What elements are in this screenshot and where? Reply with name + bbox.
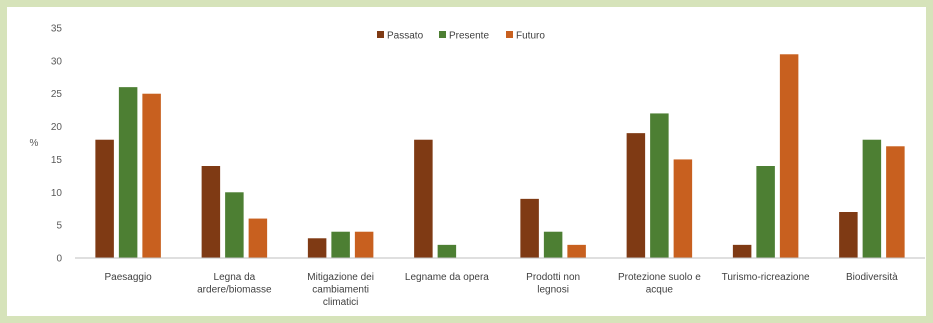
- bar-futuro-2: [354, 231, 374, 258]
- y-axis-label: %: [30, 138, 39, 149]
- category-label: Mitigazione dei cambiamenti climatici: [307, 272, 374, 308]
- y-axis-ticks: 0 5 10 15 20 25 30 35: [51, 24, 63, 265]
- bar-presente-1: [225, 192, 244, 258]
- category-label-line: ardere/biomasse: [197, 285, 272, 296]
- bar-passato-1: [201, 166, 221, 258]
- category-label-line: Mitigazione dei: [307, 272, 374, 283]
- legend-swatch-presente: [439, 31, 446, 38]
- legend-label-futuro: Futuro: [516, 31, 545, 42]
- category-label-line: Prodotti non: [526, 272, 580, 283]
- category-label-line: Protezione suolo e: [618, 272, 701, 283]
- y-tick-label: 0: [56, 254, 62, 265]
- category-label: Protezione suolo e acque: [618, 272, 701, 296]
- category-label-line: Turismo-ricreazione: [722, 272, 810, 283]
- bar-futuro-5: [673, 159, 693, 258]
- y-tick-label: 15: [51, 155, 63, 166]
- bar-futuro-4: [567, 244, 586, 258]
- bar-presente-4: [543, 231, 563, 258]
- bar-passato-0: [95, 139, 114, 258]
- bar-passato-6: [732, 244, 752, 258]
- category-label: Turismo-ricreazione: [722, 272, 810, 283]
- category-label: Biodiversità: [846, 272, 898, 283]
- bar-futuro-1: [248, 218, 268, 258]
- y-tick-label: 5: [56, 221, 62, 232]
- category-label-line: Paesaggio: [104, 272, 152, 283]
- y-tick-label: 20: [51, 122, 63, 133]
- category-labels: Paesaggio Legna da ardere/biomasse Mitigazi…: [104, 272, 898, 308]
- category-label-line: legnosi: [537, 285, 569, 296]
- bar-presente-5: [650, 113, 669, 258]
- bar-presente-2: [331, 231, 350, 258]
- category-label-line: cambiamenti: [312, 285, 369, 296]
- y-tick-label: 25: [51, 89, 63, 100]
- bar-presente-7: [862, 139, 882, 258]
- bar-passato-2: [307, 238, 327, 258]
- y-tick-label: 30: [51, 56, 63, 67]
- category-label: Paesaggio: [104, 272, 152, 283]
- category-label: Legname da opera: [405, 272, 489, 283]
- category-label-line: Legna da: [214, 272, 256, 283]
- legend-swatch-passato: [377, 31, 384, 38]
- bar-futuro-0: [142, 93, 161, 258]
- legend-swatch-futuro: [506, 31, 513, 38]
- legend: Passato Presente Futuro: [377, 31, 545, 42]
- bar-presente-0: [118, 87, 138, 259]
- bars-group: [95, 54, 905, 259]
- bar-passato-5: [626, 133, 646, 258]
- bar-presente-3: [437, 244, 457, 258]
- category-label: Legna da ardere/biomasse: [197, 272, 272, 296]
- bar-presente-6: [756, 166, 775, 258]
- y-tick-label: 10: [51, 188, 63, 199]
- bar-futuro-6: [779, 54, 799, 259]
- category-label-line: acque: [646, 285, 674, 296]
- bar-passato-4: [520, 198, 539, 258]
- category-label-line: Legname da opera: [405, 272, 489, 283]
- category-label-line: climatici: [323, 297, 359, 308]
- bar-passato-3: [414, 139, 433, 258]
- legend-label-presente: Presente: [449, 31, 489, 42]
- bar-passato-7: [839, 212, 858, 258]
- bar-futuro-7: [886, 146, 905, 258]
- category-label-line: Biodiversità: [846, 272, 898, 283]
- category-label: Prodotti non legnosi: [526, 272, 580, 296]
- y-tick-label: 35: [51, 24, 63, 35]
- legend-label-passato: Passato: [387, 31, 424, 42]
